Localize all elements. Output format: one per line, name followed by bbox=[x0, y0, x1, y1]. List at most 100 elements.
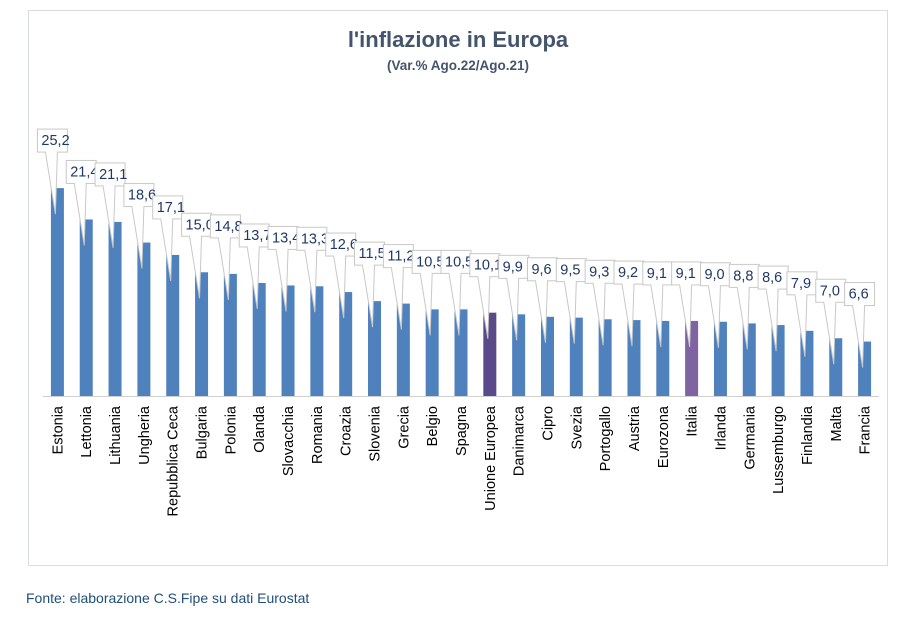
category-label: Slovenia bbox=[368, 405, 384, 462]
chart-frame: l'inflazione in Europa (Var.% Ago.22/Ago… bbox=[28, 10, 888, 566]
bar bbox=[339, 292, 353, 396]
data-label: 9,2 bbox=[618, 265, 638, 281]
data-label: 9,5 bbox=[560, 263, 580, 279]
source-note: Fonte: elaborazione C.S.Fipe su dati Eur… bbox=[26, 590, 310, 606]
data-label: 6,6 bbox=[849, 287, 869, 303]
bar bbox=[79, 219, 93, 396]
category-label: Spagna bbox=[454, 405, 470, 456]
category-label: Estonia bbox=[50, 405, 66, 454]
category-label: Repubblica Ceca bbox=[166, 405, 182, 516]
category-label: Lussemburgo bbox=[771, 406, 787, 494]
data-label-pointer bbox=[44, 152, 58, 215]
bar bbox=[454, 309, 468, 396]
data-label: 9,1 bbox=[676, 266, 696, 282]
data-label-pointer bbox=[852, 305, 866, 368]
bar bbox=[310, 286, 324, 396]
data-label-pointer bbox=[621, 284, 635, 347]
data-label: 8,6 bbox=[762, 270, 782, 286]
category-label: Germania bbox=[742, 405, 758, 470]
data-label-pointer bbox=[650, 284, 664, 348]
category-label: Finlandia bbox=[800, 405, 816, 465]
data-label-pointer bbox=[73, 183, 87, 246]
bar bbox=[396, 303, 410, 396]
data-label-pointer bbox=[707, 285, 721, 348]
data-label-pointer bbox=[506, 278, 520, 341]
data-label-pointer bbox=[217, 237, 231, 300]
data-label-pointer bbox=[275, 249, 289, 312]
category-label: Cipro bbox=[540, 406, 556, 441]
data-label-pointer bbox=[362, 265, 376, 328]
bar bbox=[108, 221, 122, 396]
category-label: Francia bbox=[858, 405, 874, 454]
data-label-pointer bbox=[765, 288, 779, 352]
data-label: 13,7 bbox=[243, 228, 271, 244]
data-label-pointer bbox=[563, 281, 577, 344]
data-label-pointer bbox=[390, 267, 404, 330]
bar bbox=[425, 309, 439, 396]
bar-chart: 25,2 Estonia 21,4 Lettonia 21,1 Lithuania 18,6… bbox=[36, 128, 879, 516]
data-label: 18,6 bbox=[128, 188, 156, 204]
data-label-pointer bbox=[160, 218, 174, 282]
data-label: 9,9 bbox=[503, 259, 523, 275]
data-label-pointer bbox=[333, 255, 347, 319]
bar bbox=[252, 282, 266, 396]
data-label: 17,1 bbox=[157, 200, 185, 216]
data-label-pointer bbox=[102, 185, 116, 249]
data-label: 8,8 bbox=[733, 268, 753, 284]
data-label-pointer bbox=[246, 246, 260, 310]
bar bbox=[223, 273, 237, 396]
data-label: 9,3 bbox=[589, 264, 609, 280]
category-label: Portogallo bbox=[598, 406, 614, 471]
data-label: 11,2 bbox=[387, 249, 414, 265]
data-label: 9,0 bbox=[704, 267, 724, 283]
category-label: Italia bbox=[685, 405, 701, 437]
data-label: 10,1 bbox=[474, 258, 502, 274]
data-label-pointer bbox=[736, 287, 750, 350]
category-label: Lettonia bbox=[79, 405, 95, 458]
data-label-pointer bbox=[419, 273, 433, 336]
category-label: Croazia bbox=[339, 405, 355, 456]
bar bbox=[166, 254, 180, 396]
data-label: 13,3 bbox=[301, 231, 329, 247]
chart-title: l'inflazione in Europa bbox=[347, 27, 569, 52]
category-label: Irlanda bbox=[713, 405, 729, 450]
category-label: Polonia bbox=[223, 405, 239, 454]
data-label: 25,2 bbox=[41, 133, 69, 149]
category-label: Olanda bbox=[252, 405, 268, 453]
data-label-pointer bbox=[679, 284, 693, 348]
category-label: Ungheria bbox=[137, 405, 153, 465]
category-label: Danimarca bbox=[512, 405, 528, 476]
data-label-pointer bbox=[477, 276, 491, 339]
bar bbox=[281, 285, 295, 396]
category-label: Unione Europea bbox=[483, 405, 499, 511]
data-label-pointer bbox=[592, 283, 606, 346]
category-label: Romania bbox=[310, 405, 326, 464]
category-label: Belgio bbox=[425, 406, 441, 446]
bar bbox=[50, 188, 64, 396]
data-label-pointer bbox=[448, 273, 462, 336]
category-label: Grecia bbox=[396, 405, 412, 449]
data-label-pointer bbox=[794, 294, 808, 357]
data-label-pointer bbox=[304, 250, 318, 313]
data-label-pointer bbox=[131, 206, 145, 269]
data-label: 15,0 bbox=[186, 217, 214, 233]
category-label: Lithuania bbox=[108, 405, 124, 465]
data-label: 12,6 bbox=[330, 237, 358, 253]
data-label: 10,5 bbox=[416, 254, 444, 270]
data-label: 9,1 bbox=[647, 266, 667, 282]
category-label: Svezia bbox=[569, 405, 585, 449]
data-label: 14,8 bbox=[214, 219, 242, 235]
chart-subtitle: (Var.% Ago.22/Ago.21) bbox=[386, 58, 530, 73]
category-label: Slovacchia bbox=[281, 405, 297, 476]
data-label: 13,4 bbox=[272, 230, 300, 246]
data-label-pointer bbox=[189, 236, 203, 299]
data-label-pointer bbox=[534, 280, 548, 343]
bar bbox=[137, 242, 151, 396]
data-label: 7,9 bbox=[791, 276, 811, 292]
category-label: Malta bbox=[829, 405, 845, 441]
category-label: Bulgaria bbox=[195, 405, 211, 459]
data-label: 10,5 bbox=[445, 254, 473, 270]
data-label-pointer bbox=[823, 302, 837, 365]
category-label: Austria bbox=[627, 405, 643, 451]
bar bbox=[195, 272, 209, 396]
